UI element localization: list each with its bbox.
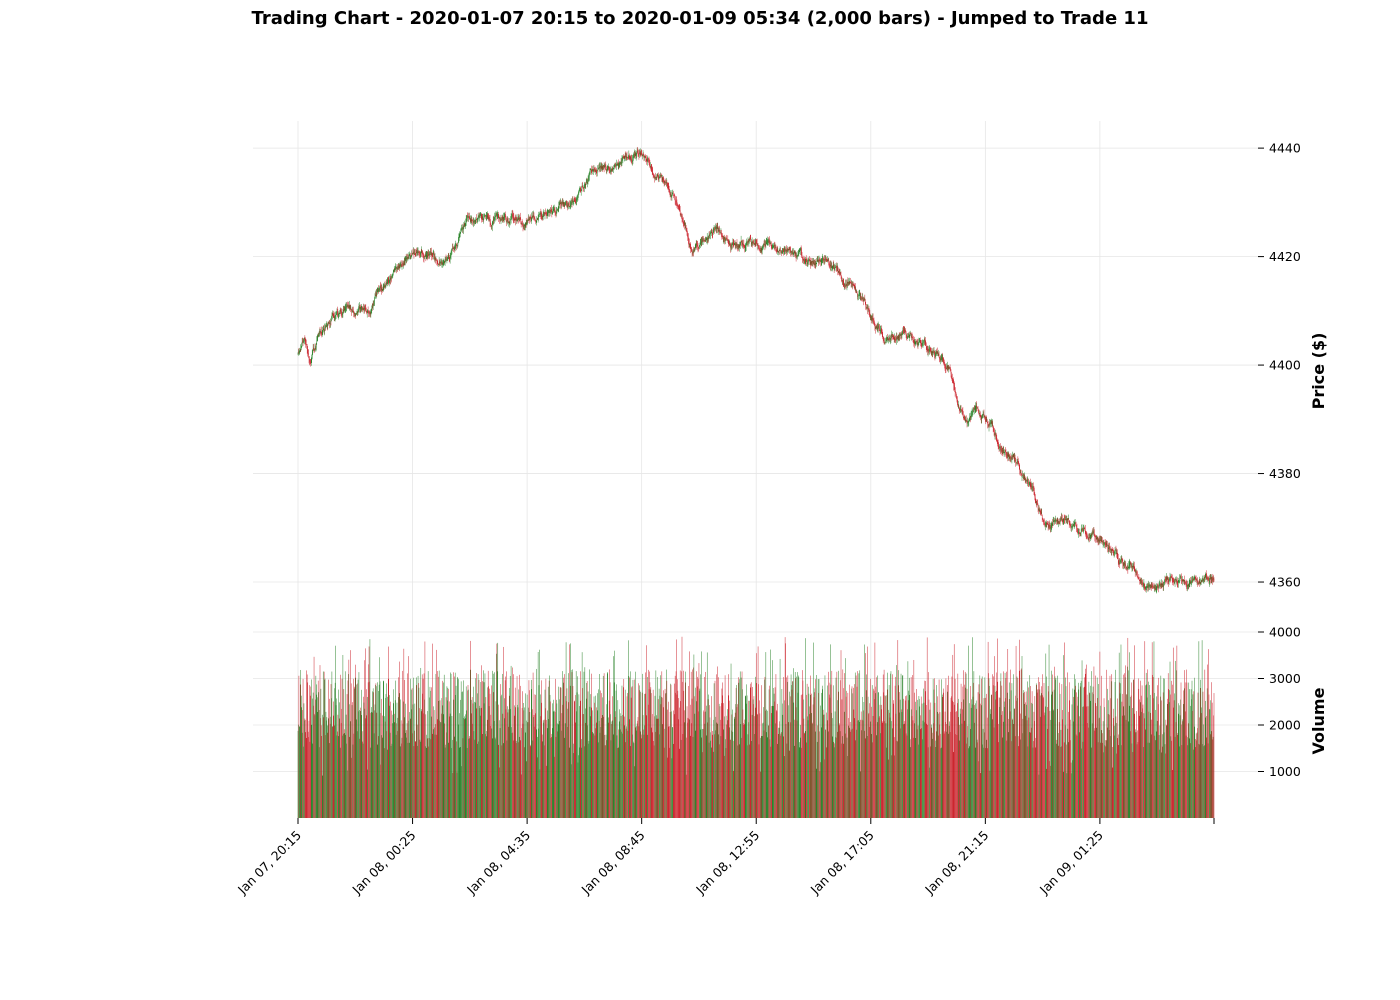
- volume-bars: [297, 636, 1215, 818]
- candlestick-series: [297, 146, 1215, 594]
- chart-title: Trading Chart - 2020-01-07 20:15 to 2020…: [251, 8, 1149, 29]
